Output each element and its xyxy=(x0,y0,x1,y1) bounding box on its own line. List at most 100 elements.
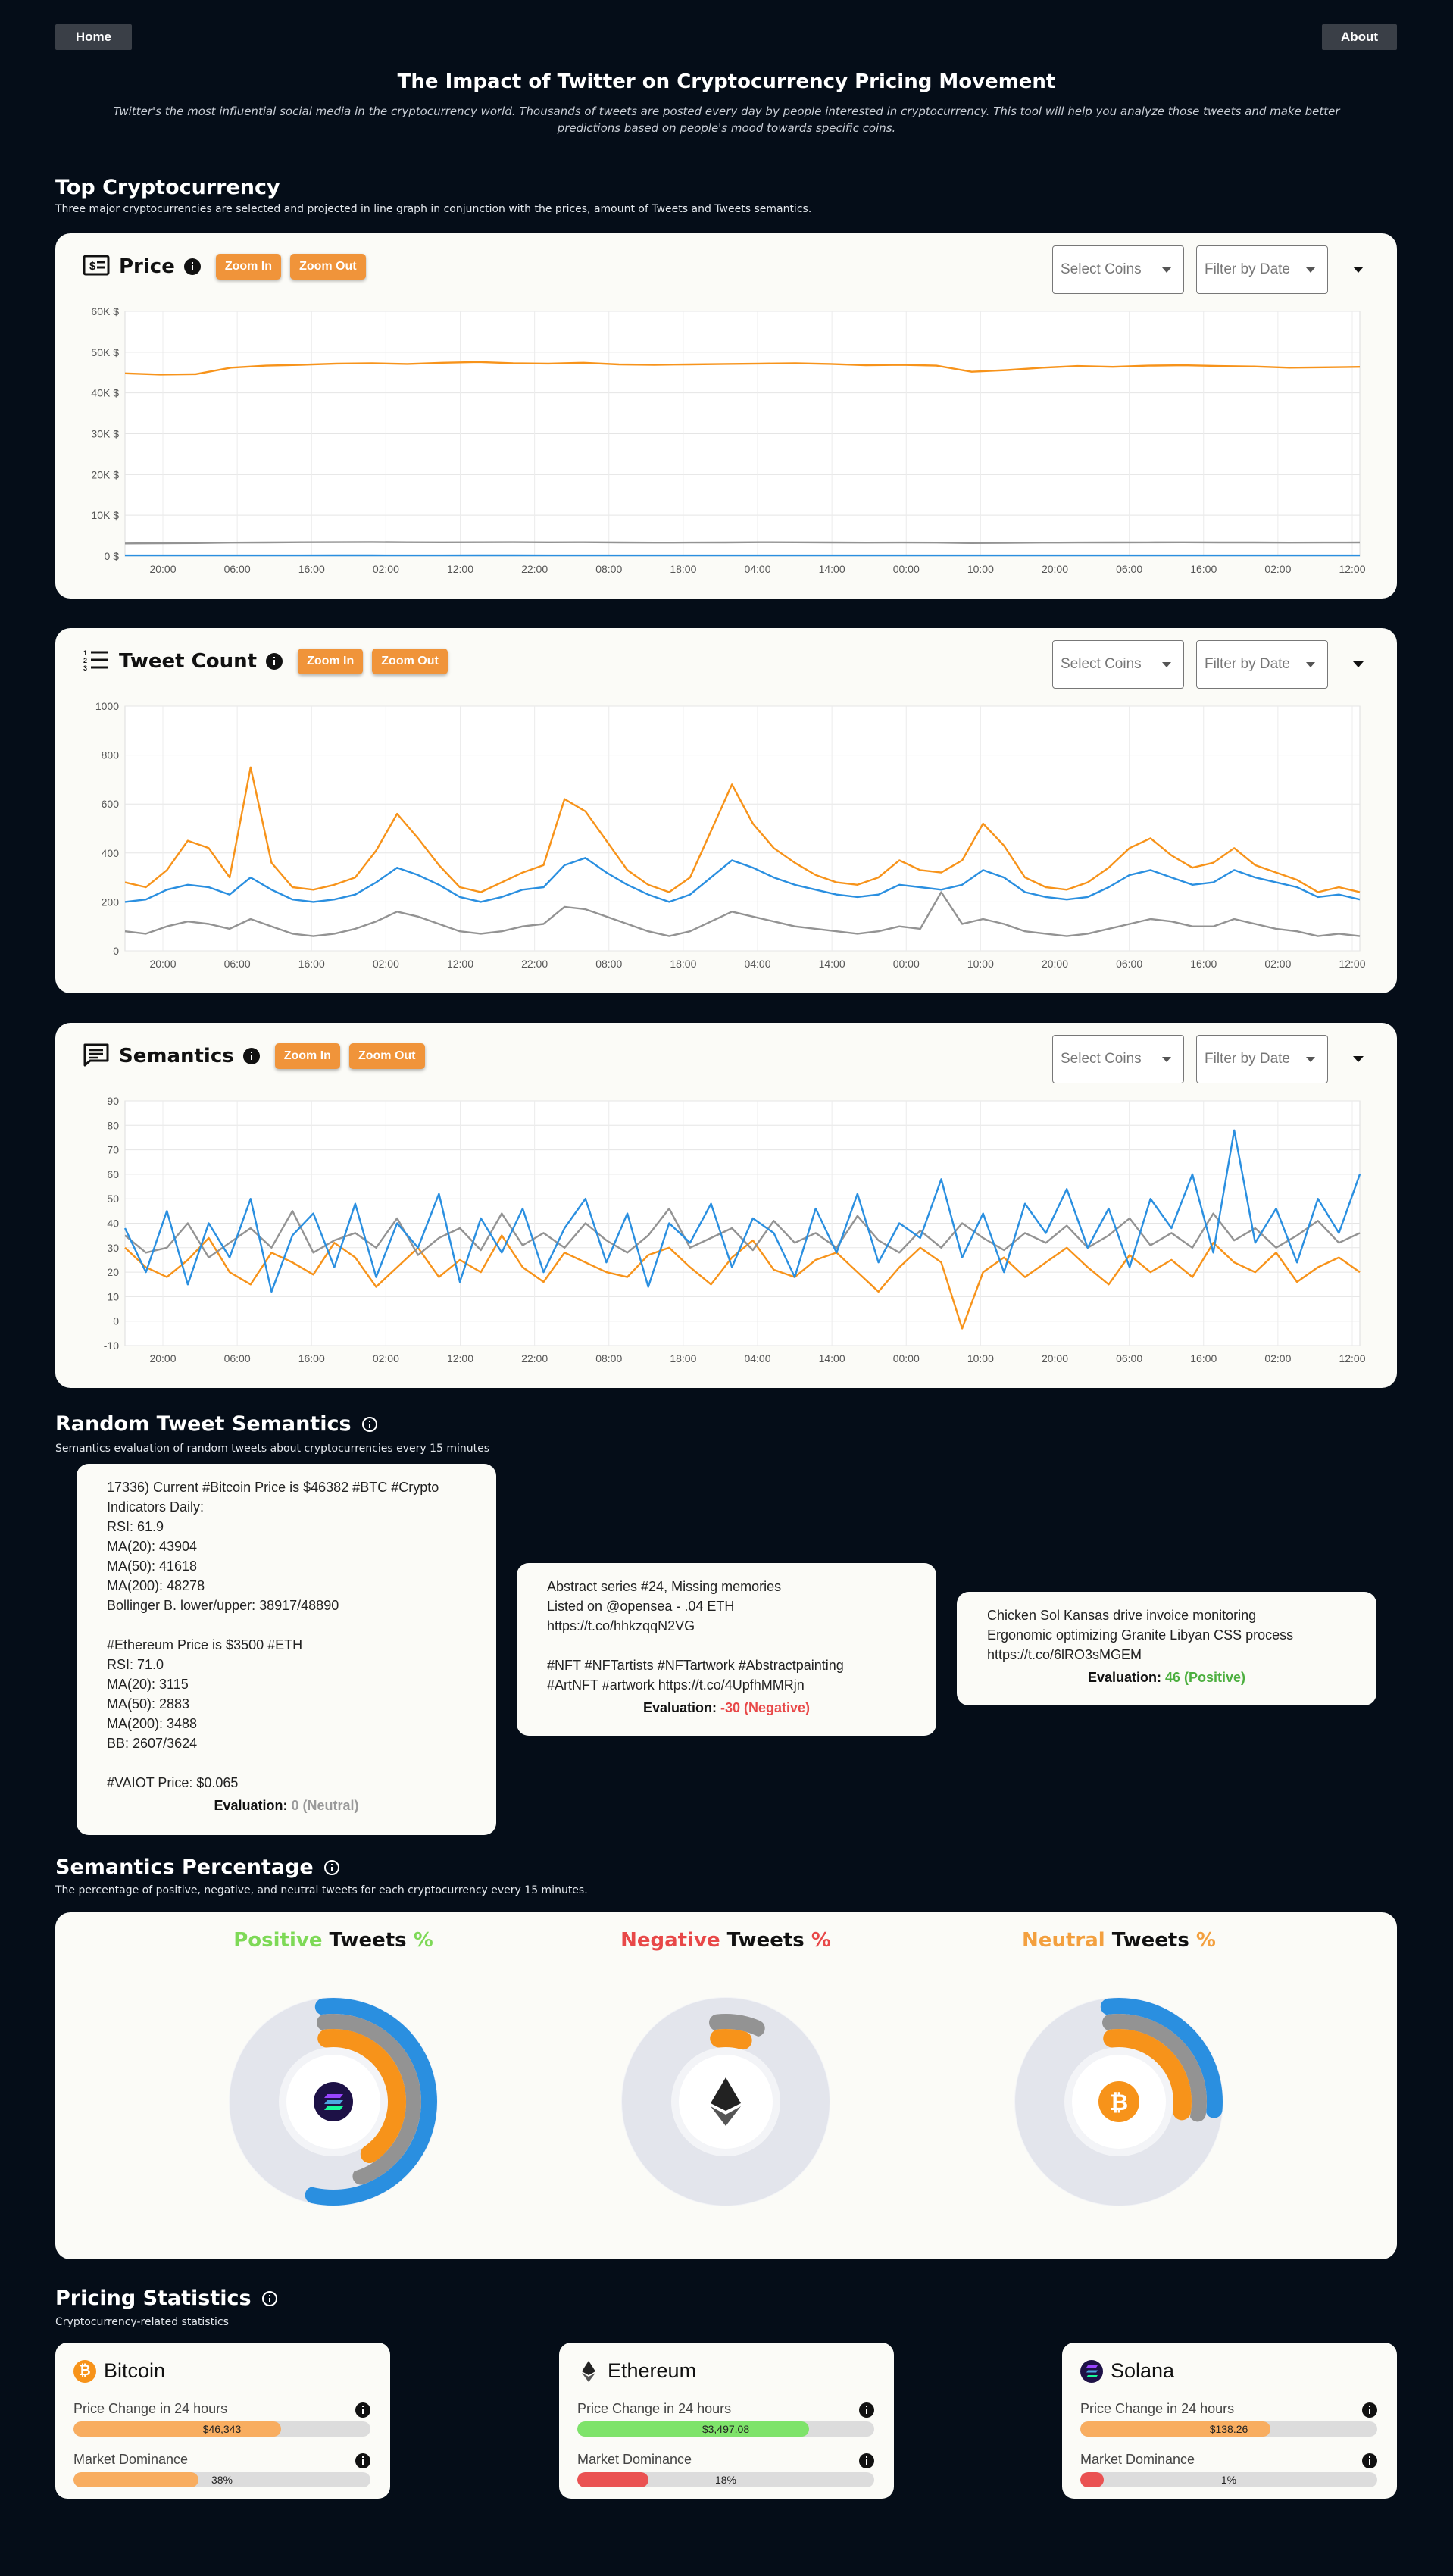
select-coins-dropdown[interactable]: Select Coins xyxy=(1052,245,1184,294)
info-icon[interactable] xyxy=(859,2402,874,2418)
x-tick-label: 06:00 xyxy=(224,563,251,575)
coin-name: Solana xyxy=(1080,2359,1174,2383)
info-icon[interactable] xyxy=(323,1859,339,1875)
x-tick-label: 20:00 xyxy=(149,958,176,970)
coin-name-text: Bitcoin xyxy=(104,2359,166,2382)
pct-sign: % xyxy=(413,1929,433,1952)
series-line xyxy=(124,361,1361,376)
semantics-donut-charts: ₿ xyxy=(229,1997,1223,2206)
about-button[interactable]: About xyxy=(1322,24,1397,50)
eval-label: Evaluation: xyxy=(1087,1670,1161,1685)
info-icon[interactable] xyxy=(355,2453,370,2468)
x-tick-label: 20:00 xyxy=(149,1352,176,1365)
semantics-pct-heading: Semantics Percentage xyxy=(55,1855,339,1879)
zoom-out-button[interactable]: Zoom Out xyxy=(290,254,366,280)
info-icon[interactable] xyxy=(1362,2402,1377,2418)
filter-date-dropdown[interactable]: Filter by Date xyxy=(1196,1035,1328,1083)
chart-menu-icon[interactable] xyxy=(1353,661,1364,667)
solana-logo-icon xyxy=(1080,2359,1103,2383)
neutral-tweets-title: Neutral Tweets % xyxy=(967,1929,1270,1952)
info-icon[interactable] xyxy=(361,1416,377,1432)
x-tick-label: 16:00 xyxy=(298,958,325,970)
page-title: The Impact of Twitter on Cryptocurrency … xyxy=(397,70,1056,93)
semantics-line-chart: 90 80 70 60 50 40 30 20 10 0 -10 20:00 06:00 16:00 02:… xyxy=(104,1095,1366,1365)
market-dominance-label: Market Dominance xyxy=(73,2452,189,2467)
x-tick-label: 22:00 xyxy=(521,563,548,575)
zoom-in-button[interactable]: Zoom In xyxy=(215,254,282,280)
price-change-label: Price Change in 24 hours xyxy=(577,2401,732,2416)
filter-date-dropdown[interactable]: Filter by Date xyxy=(1196,640,1328,689)
zoom-out-button[interactable]: Zoom Out xyxy=(372,649,448,674)
select-coins-dropdown[interactable]: Select Coins xyxy=(1052,640,1184,689)
series-line xyxy=(124,541,1361,545)
market-dominance-value: 18% xyxy=(714,2474,737,2486)
market-dominance-label: Market Dominance xyxy=(1080,2452,1195,2467)
tweet-card: Chicken Sol Kansas drive invoice monitor… xyxy=(957,1592,1376,1705)
donut-ring-ethereum xyxy=(1031,2014,1207,2190)
zoom-out-button[interactable]: Zoom Out xyxy=(348,1043,425,1069)
pct-sign: % xyxy=(1195,1929,1216,1952)
price-change-value: $138.26 xyxy=(1209,2423,1248,2435)
chevron-down-icon xyxy=(1306,1057,1315,1062)
chart-menu-icon[interactable] xyxy=(1353,267,1364,273)
solana-logo-icon xyxy=(324,2106,343,2110)
coin-name: ₿ Bitcoin xyxy=(73,2359,165,2383)
price-change-label: Price Change in 24 hours xyxy=(1080,2401,1235,2416)
y-tick-label: 10 xyxy=(107,1290,119,1302)
y-tick-label: 0 xyxy=(113,1315,119,1327)
price-change-bar: $138.26 xyxy=(1080,2421,1377,2437)
x-tick-label: 20:00 xyxy=(149,563,176,575)
semantics-pct-subtitle: The percentage of positive, negative, an… xyxy=(55,1884,588,1896)
top-crypto-heading: Top Cryptocurrency xyxy=(55,176,280,199)
eval-label: Evaluation: xyxy=(214,1798,288,1813)
x-tick-label: 16:00 xyxy=(298,1352,325,1365)
info-icon[interactable] xyxy=(355,2402,370,2418)
info-icon[interactable] xyxy=(266,653,283,670)
info-icon[interactable] xyxy=(183,258,201,275)
series-line xyxy=(123,1129,1361,1293)
x-tick-label: 02:00 xyxy=(1264,563,1291,575)
x-tick-label: 02:00 xyxy=(1264,1352,1291,1365)
pricing-subtitle: Cryptocurrency-related statistics xyxy=(55,2316,229,2328)
x-tick-label: 12:00 xyxy=(1339,563,1365,575)
select-coins-dropdown[interactable]: Select Coins xyxy=(1052,1035,1184,1083)
y-tick-label: 90 xyxy=(107,1095,119,1107)
x-tick-label: 16:00 xyxy=(1190,958,1217,970)
tweet-count-line-chart: 1000 800 600 400 200 0 20:00 06:00 16:00 02:00 12:… xyxy=(95,700,1366,970)
coin-name-text: Solana xyxy=(1111,2359,1175,2382)
info-icon[interactable] xyxy=(859,2453,874,2468)
price-change-value: $3,497.08 xyxy=(702,2423,750,2435)
x-tick-label: 10:00 xyxy=(967,1352,994,1365)
zoom-in-button[interactable]: Zoom In xyxy=(274,1043,340,1069)
x-tick-label: 16:00 xyxy=(298,563,325,575)
y-tick-label: 30K $ xyxy=(91,428,119,440)
chart-menu-icon[interactable] xyxy=(1353,1056,1364,1062)
x-tick-label: 06:00 xyxy=(224,1352,251,1365)
pct-sign: % xyxy=(811,1929,831,1952)
negative-label: Negative xyxy=(620,1929,720,1952)
ethereum-logo-icon xyxy=(711,2077,741,2111)
eval-score: 46 (Positive) xyxy=(1164,1670,1246,1685)
filter-date-label: Filter by Date xyxy=(1205,261,1290,277)
info-icon[interactable] xyxy=(1362,2453,1377,2468)
x-tick-label: 22:00 xyxy=(521,1352,548,1365)
x-tick-label: 20:00 xyxy=(1042,1352,1068,1365)
bar-fill xyxy=(1080,2421,1270,2437)
donut-ring-ethereum xyxy=(245,2014,421,2190)
x-tick-label: 14:00 xyxy=(819,1352,845,1365)
filter-date-dropdown[interactable]: Filter by Date xyxy=(1196,245,1328,294)
x-tick-label: 08:00 xyxy=(595,958,622,970)
filter-date-label: Filter by Date xyxy=(1205,656,1290,672)
info-icon[interactable] xyxy=(261,2290,277,2306)
y-tick-label: 200 xyxy=(102,896,120,908)
zoom-in-button[interactable]: Zoom In xyxy=(298,649,364,674)
market-dominance-value: 38% xyxy=(211,2474,233,2486)
home-button[interactable]: Home xyxy=(55,24,132,50)
y-tick-label: 60 xyxy=(107,1168,119,1180)
donut-ring-ethereum xyxy=(638,2014,814,2190)
y-tick-label: 10K $ xyxy=(91,509,119,521)
info-icon[interactable] xyxy=(242,1048,260,1064)
y-tick-label: 0 xyxy=(113,945,119,957)
select-coins-label: Select Coins xyxy=(1061,1051,1142,1067)
